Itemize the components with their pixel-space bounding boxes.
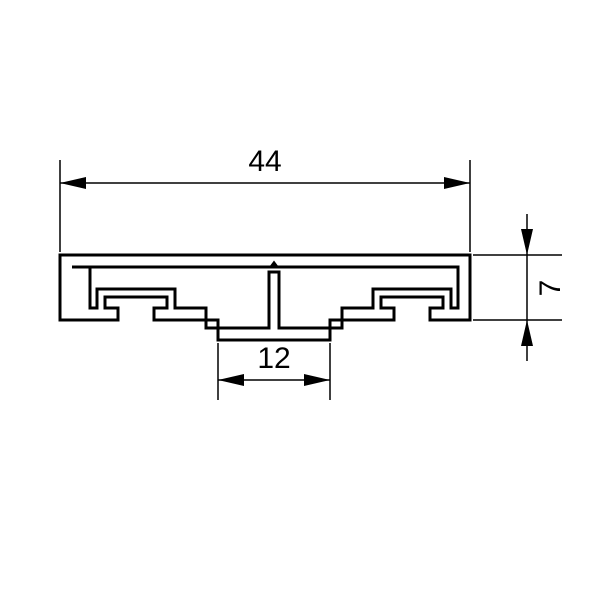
dimension-7: 7 — [473, 214, 567, 361]
extrusion-profile — [60, 255, 470, 340]
dimension-12-label: 12 — [257, 342, 290, 375]
dimension-44-label: 44 — [248, 145, 281, 178]
dimension-7-label: 7 — [534, 280, 567, 297]
dimension-12: 12 — [218, 342, 330, 400]
dimension-44: 44 — [60, 145, 470, 252]
technical-drawing: 44 7 12 — [0, 0, 600, 600]
